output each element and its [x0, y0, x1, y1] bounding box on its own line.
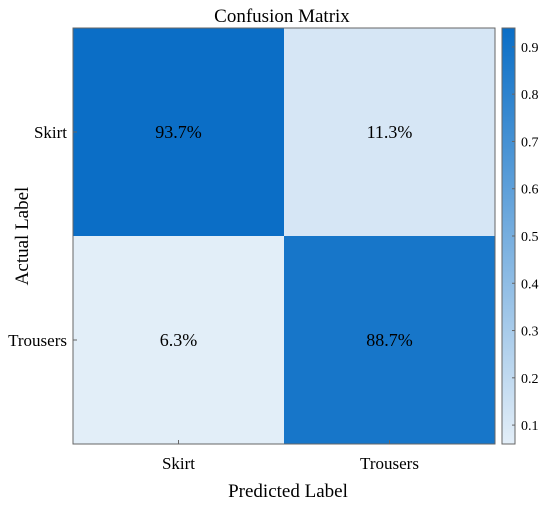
colorbar-tick-label: 0.4 — [521, 277, 539, 292]
colorbar-tick-label: 0.1 — [521, 419, 539, 434]
y-axis-label: Actual Label — [12, 187, 33, 286]
colorbar-tick-label: 0.5 — [521, 230, 539, 245]
y-tick-labels: Skirt Trousers — [8, 123, 77, 350]
colorbar-tick-label: 0.3 — [521, 325, 539, 340]
colorbar-ticks: 0.1 0.2 0.3 0.4 0.5 0.6 0.7 0.8 0.9 — [512, 41, 539, 434]
x-axis-label: Predicted Label — [228, 481, 348, 502]
matrix-cell — [284, 236, 495, 444]
x-tick-label: Trousers — [360, 454, 419, 473]
y-tick-label: Trousers — [8, 331, 67, 350]
x-tick-label: Skirt — [162, 454, 195, 473]
cell-value-label: 11.3% — [367, 122, 413, 142]
colorbar-tick-label: 0.6 — [521, 183, 539, 198]
matrix-cell — [284, 28, 495, 236]
cell-value-label: 6.3% — [160, 330, 198, 350]
y-tick-label: Skirt — [34, 123, 67, 142]
x-tick-labels: Skirt Trousers — [162, 440, 419, 473]
colorbar-tick-label: 0.7 — [521, 135, 539, 150]
plot-frame — [72, 27, 496, 445]
colorbar-tick-label: 0.2 — [521, 372, 539, 387]
matrix-cell — [73, 28, 284, 236]
colorbar-tick-label: 0.8 — [521, 88, 539, 103]
chart-title: Confusion Matrix — [214, 6, 350, 27]
matrix-cell — [73, 236, 284, 444]
colorbar-tick-label: 0.9 — [521, 41, 539, 56]
cell-value-label: 88.7% — [366, 330, 413, 350]
cell-value-label: 93.7% — [155, 122, 202, 142]
matrix-cells: 93.7% 11.3% 6.3% 88.7% — [73, 28, 495, 444]
